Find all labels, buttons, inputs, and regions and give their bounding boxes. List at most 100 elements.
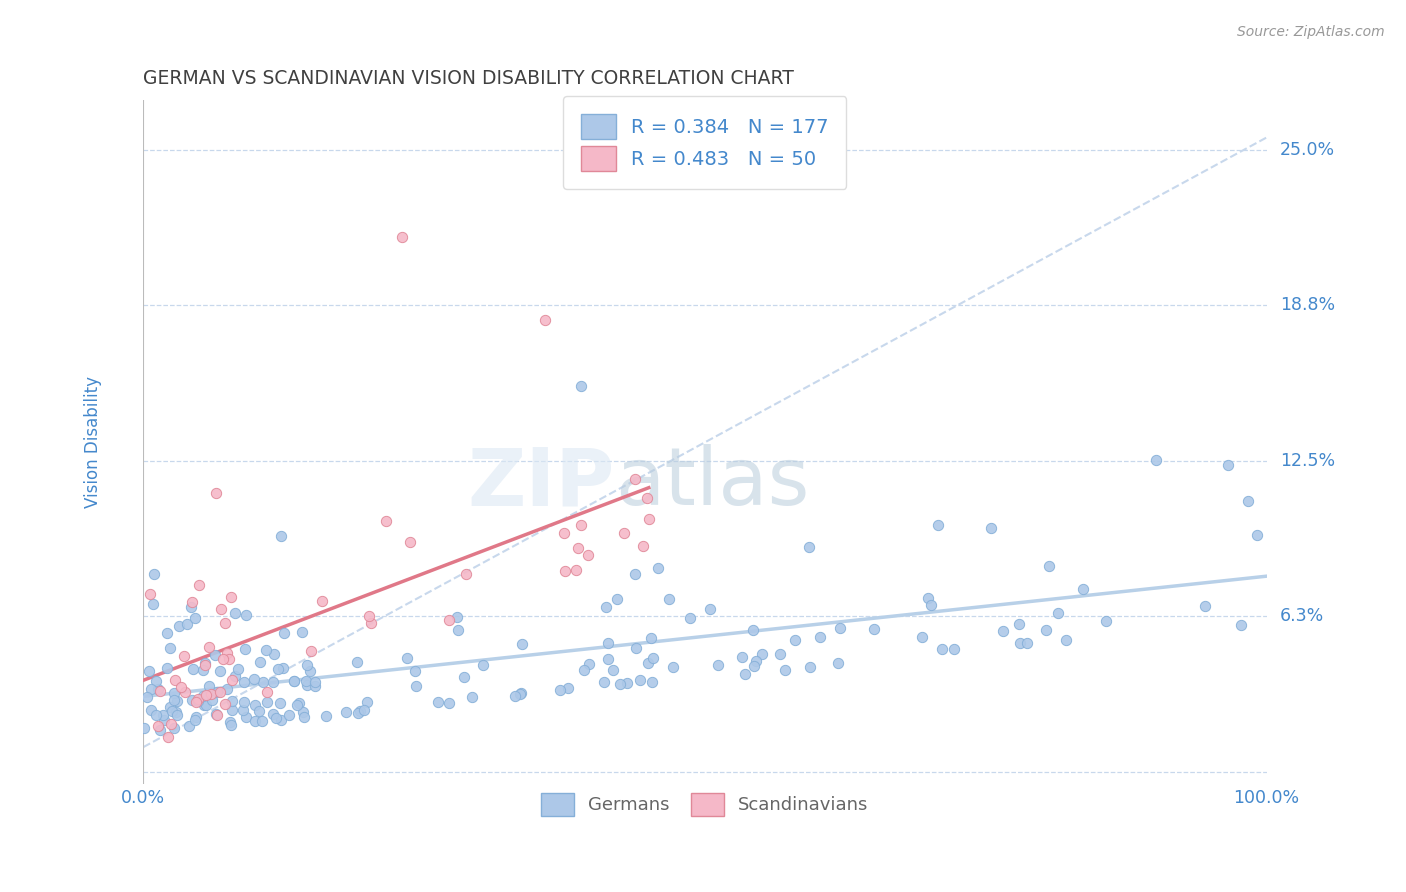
Point (942, 642, 965, 657)
Point (346, 655, 368, 669)
Point (187, 691, 209, 706)
Point (571, 379, 593, 393)
Point (1054, 632, 1077, 647)
Point (195, 698, 218, 713)
Point (565, 563, 588, 577)
Point (624, 471, 647, 485)
Point (267, 662, 290, 676)
Point (616, 675, 638, 690)
Point (576, 548, 599, 562)
Point (180, 600, 202, 615)
Point (578, 657, 600, 671)
Point (219, 718, 242, 732)
Point (734, 667, 756, 681)
Point (335, 705, 357, 719)
Point (911, 631, 934, 645)
Point (640, 632, 662, 646)
Point (785, 632, 807, 647)
Point (270, 529, 292, 543)
Point (295, 657, 318, 672)
Point (224, 669, 246, 683)
Point (256, 695, 278, 709)
Point (917, 591, 939, 605)
Point (299, 644, 322, 658)
Point (374, 515, 396, 529)
Point (152, 708, 174, 723)
Point (232, 703, 254, 717)
Point (751, 647, 773, 661)
Point (204, 648, 226, 663)
Point (353, 702, 375, 716)
Point (304, 679, 326, 693)
Point (273, 625, 295, 640)
Point (446, 610, 468, 624)
Point (221, 703, 243, 717)
Point (643, 650, 665, 665)
Point (503, 689, 526, 703)
Point (349, 704, 371, 718)
Point (197, 640, 219, 654)
Point (797, 540, 820, 554)
Point (1216, 458, 1239, 473)
Text: Vision Disability: Vision Disability (84, 376, 101, 508)
Point (456, 566, 478, 581)
Point (628, 673, 651, 688)
Point (160, 716, 183, 731)
Point (139, 587, 162, 601)
Point (405, 679, 427, 693)
Point (356, 695, 378, 709)
Point (391, 230, 413, 244)
Point (209, 664, 232, 678)
Point (163, 692, 186, 706)
Point (181, 693, 204, 707)
Point (927, 517, 949, 532)
Point (262, 674, 284, 689)
Point (613, 526, 636, 541)
Point (163, 686, 186, 700)
Point (159, 640, 181, 655)
Point (143, 567, 166, 582)
Point (224, 606, 246, 620)
Point (830, 621, 852, 635)
Point (165, 705, 187, 719)
Point (1038, 559, 1060, 574)
Point (269, 696, 291, 710)
Point (1008, 616, 1031, 631)
Point (1144, 453, 1167, 467)
Point (142, 597, 165, 611)
Point (145, 708, 167, 723)
Point (166, 708, 188, 723)
Point (157, 730, 180, 744)
Point (567, 541, 589, 555)
Point (572, 663, 595, 677)
Point (243, 714, 266, 729)
Point (534, 313, 557, 327)
Point (200, 687, 222, 701)
Point (184, 695, 207, 709)
Point (569, 518, 592, 533)
Point (291, 625, 314, 640)
Point (214, 697, 236, 711)
Point (510, 637, 533, 651)
Point (219, 715, 242, 730)
Point (773, 663, 796, 677)
Point (233, 674, 256, 689)
Point (637, 512, 659, 526)
Point (631, 539, 654, 553)
Point (187, 694, 209, 708)
Point (1047, 606, 1070, 620)
Point (146, 718, 169, 732)
Text: GERMAN VS SCANDINAVIAN VISION DISABILITY CORRELATION CHART: GERMAN VS SCANDINAVIAN VISION DISABILITY… (143, 69, 794, 87)
Point (195, 688, 218, 702)
Point (184, 710, 207, 724)
Point (256, 684, 278, 698)
Point (510, 686, 533, 700)
Point (193, 698, 215, 712)
Point (254, 643, 277, 657)
Point (180, 595, 202, 609)
Point (920, 598, 942, 612)
Point (165, 673, 187, 687)
Point (173, 649, 195, 664)
Point (135, 690, 157, 705)
Point (808, 631, 831, 645)
